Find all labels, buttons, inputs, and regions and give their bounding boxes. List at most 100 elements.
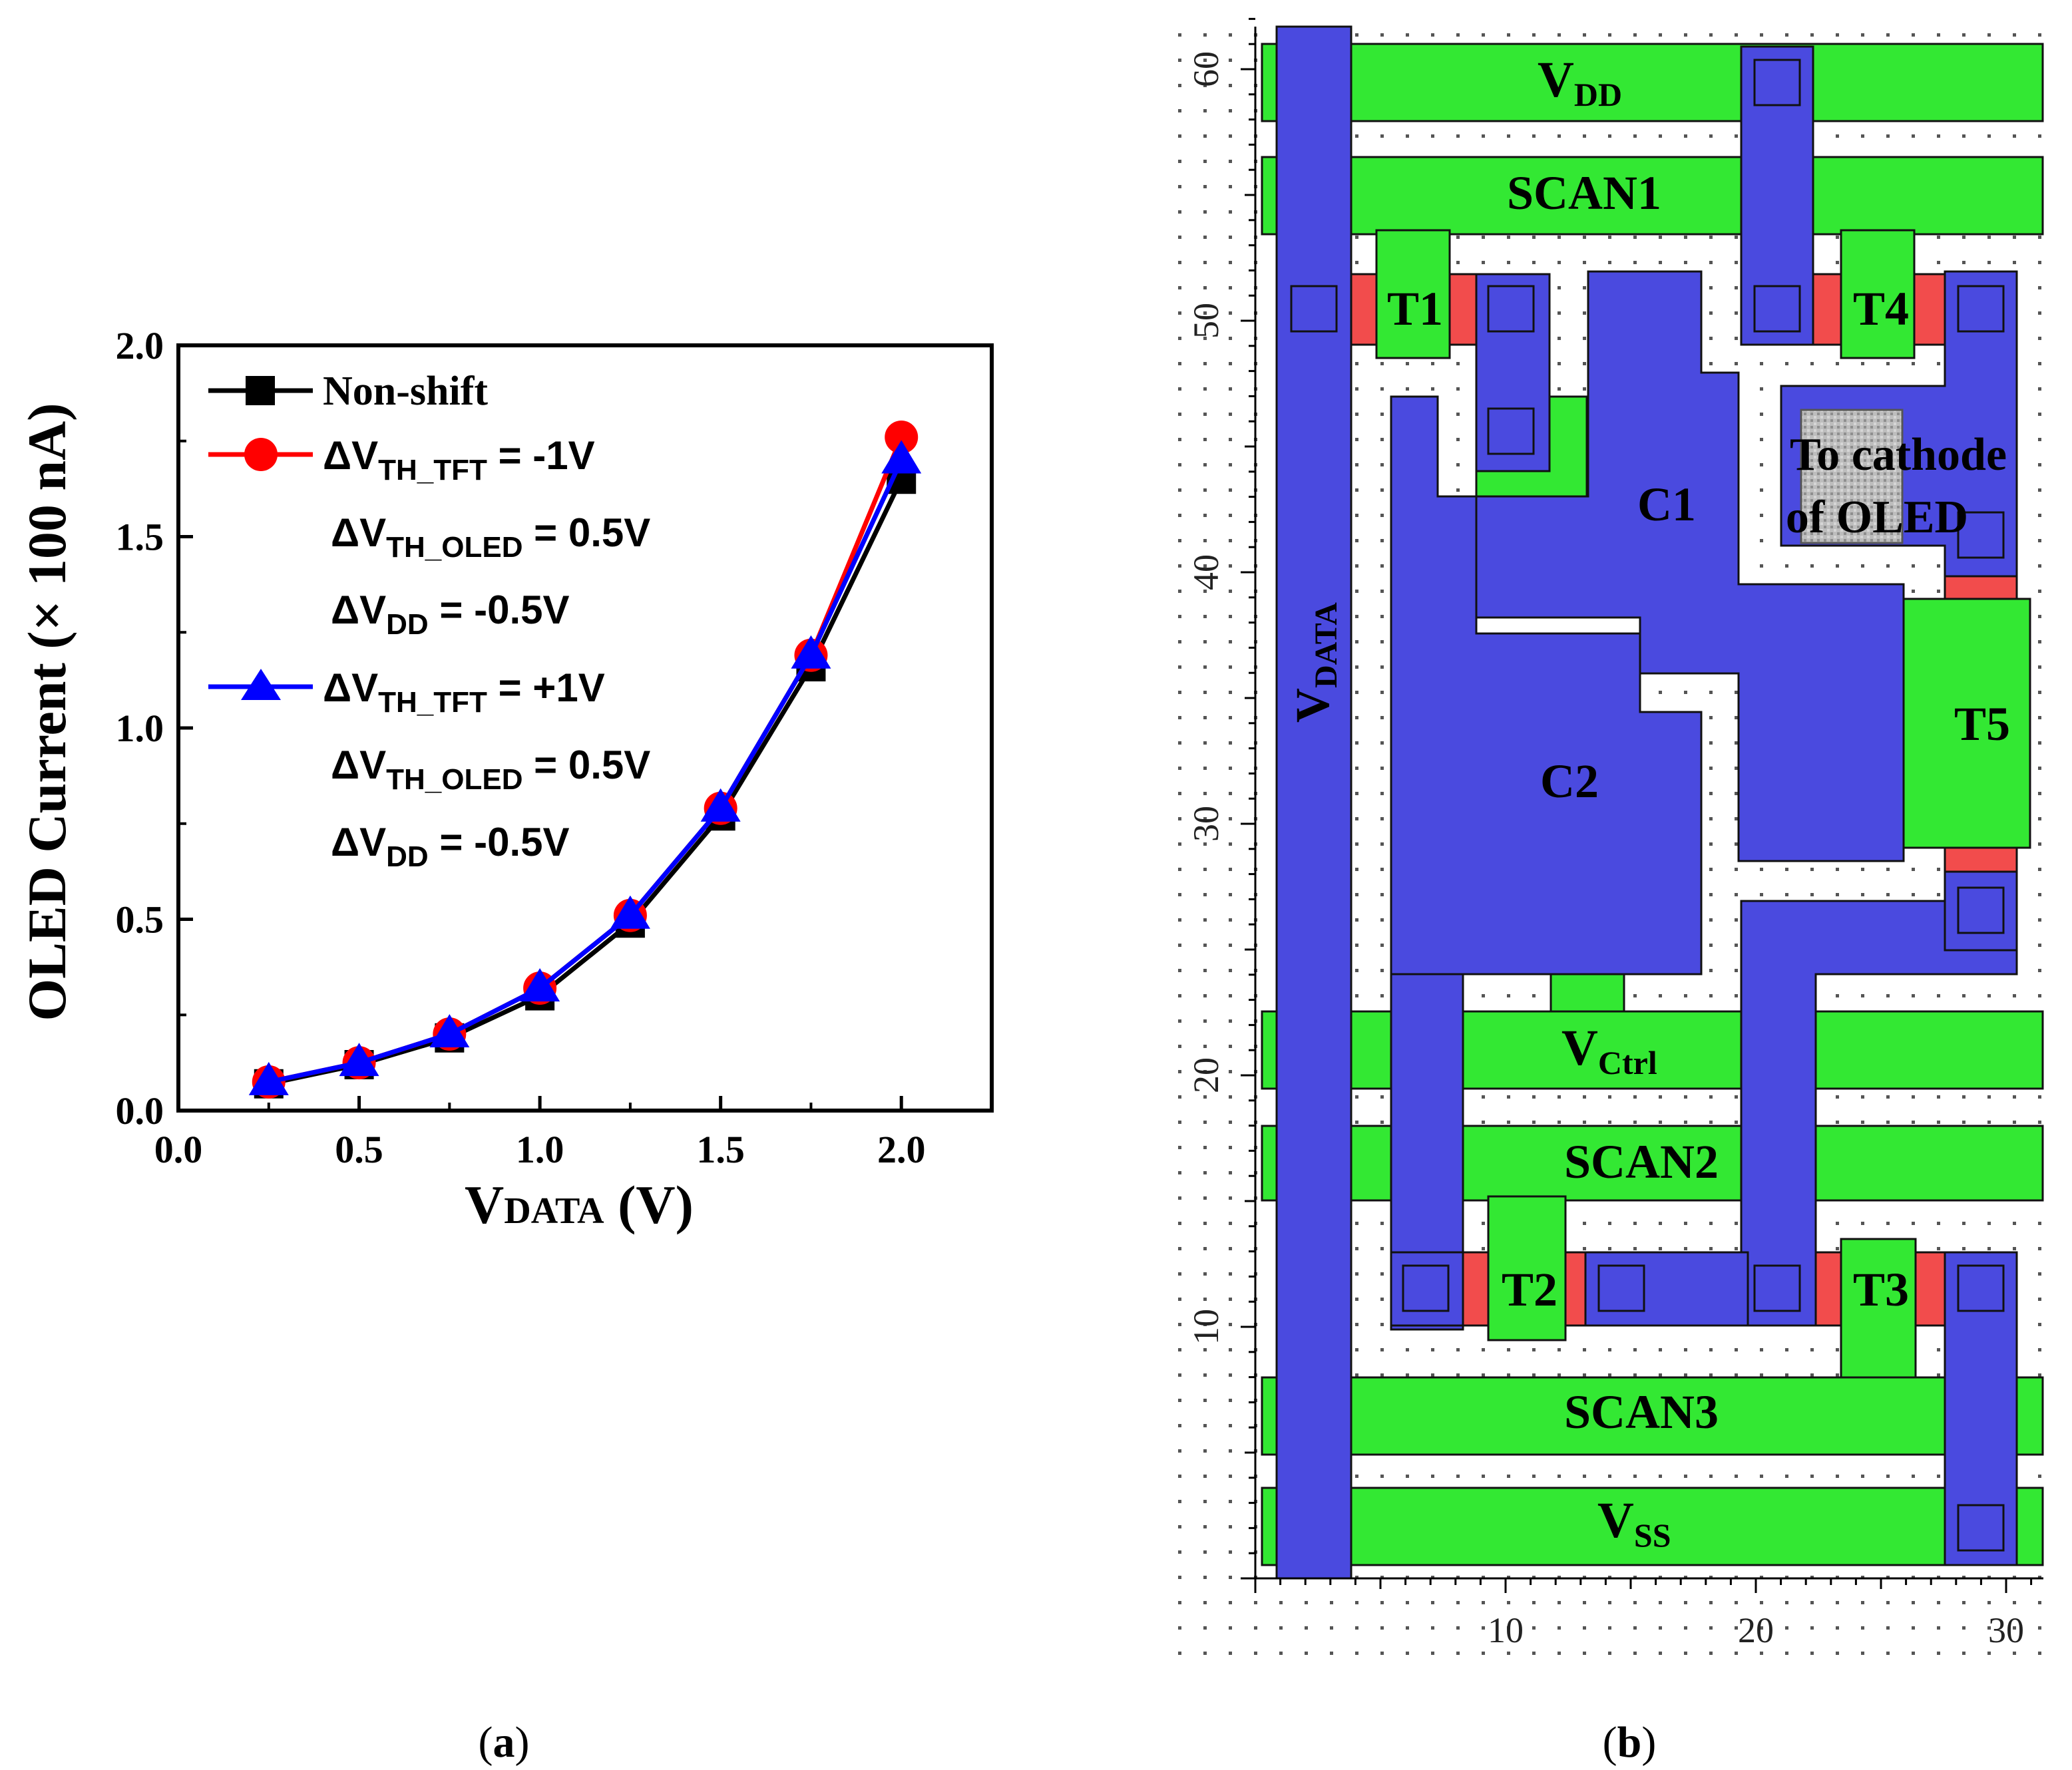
t2-channel-left bbox=[1462, 1251, 1490, 1327]
data-point-triangle bbox=[520, 968, 560, 1001]
contact-square bbox=[1487, 285, 1535, 333]
label-t5: T5 bbox=[1954, 697, 2010, 751]
layout-labels: VDD SCAN1 T1 T4 C1 To cathode of OLED T5… bbox=[1286, 52, 2010, 1554]
t1-channel-right bbox=[1448, 273, 1478, 346]
contact-square bbox=[1290, 285, 1338, 333]
label-t2: T2 bbox=[1502, 1263, 1557, 1316]
metal-layer bbox=[1275, 25, 2018, 1580]
label-vss: VSS bbox=[1597, 1493, 1671, 1554]
t1-gate bbox=[1375, 229, 1451, 359]
t2-gate bbox=[1487, 1195, 1567, 1341]
x-tick-label: 1.0 bbox=[516, 1128, 564, 1171]
c2-plate bbox=[1390, 395, 1703, 975]
layout-x-tick: 10 bbox=[1488, 1610, 1524, 1650]
x-tick-label: 0.5 bbox=[335, 1128, 383, 1171]
label-t3: T3 bbox=[1853, 1263, 1909, 1316]
scan3-rail bbox=[1261, 1376, 2044, 1456]
label-scan1: SCAN1 bbox=[1507, 166, 1661, 220]
t4-drain-metal bbox=[1740, 45, 1814, 346]
legend-label-oled-1: ΔVTH_OLED = 0.5V bbox=[331, 510, 650, 564]
x-tick-label: 2.0 bbox=[877, 1128, 926, 1171]
layout-x-tick: 30 bbox=[1988, 1610, 2024, 1650]
t3-channel-left bbox=[1814, 1251, 1842, 1327]
legend-triangle-marker bbox=[241, 669, 281, 700]
legend: Non-shift ΔVTH_TFT = -1V ΔVTH_OLED = 0.5… bbox=[208, 369, 650, 873]
layout-y-tick-labels: 10 20 30 40 50 60 bbox=[1186, 51, 1226, 1345]
caption-b: (b) bbox=[1603, 1718, 1657, 1767]
contact-square bbox=[1402, 1264, 1450, 1312]
legend-label-oled-2: ΔVTH_OLED = 0.5V bbox=[331, 743, 650, 796]
t5-gate bbox=[1902, 598, 2031, 849]
legend-square-marker bbox=[246, 376, 275, 405]
t5-channel-top bbox=[1944, 575, 2018, 600]
layout-y-tick: 10 bbox=[1186, 1309, 1226, 1345]
layout-x-tick-labels: 10 20 30 bbox=[1488, 1610, 2024, 1650]
contact-square bbox=[1597, 1264, 1645, 1312]
label-t4: T4 bbox=[1853, 282, 1909, 335]
t4-channel-left bbox=[1812, 273, 1842, 346]
data-point-triangle bbox=[248, 1061, 289, 1095]
series-layer bbox=[248, 421, 922, 1099]
vss-rail bbox=[1261, 1487, 2044, 1566]
vdata-line bbox=[1275, 25, 1352, 1580]
vss-metal bbox=[1944, 1251, 2018, 1566]
data-point-circle bbox=[885, 421, 919, 454]
layout-axes bbox=[1254, 27, 2043, 1580]
y-tick-label: 2.0 bbox=[116, 324, 164, 367]
y-tick-labels: 0.0 0.5 1.0 1.5 2.0 bbox=[116, 324, 164, 1133]
caption-a: (a) bbox=[479, 1718, 530, 1767]
layout-panel-b: 10 20 30 10 20 30 40 50 60 VDD SCAN1 T1 … bbox=[1171, 17, 2044, 1767]
legend-label-non-shift: Non-shift bbox=[323, 369, 488, 414]
label-c2: C2 bbox=[1540, 755, 1599, 808]
layout-y-tick: 20 bbox=[1186, 1057, 1226, 1093]
data-point-triangle bbox=[791, 635, 831, 669]
layout-y-tick: 30 bbox=[1186, 806, 1226, 842]
t4-gate bbox=[1840, 229, 1916, 359]
layout-x-tick: 20 bbox=[1738, 1610, 1774, 1650]
vctrl-stub bbox=[1550, 973, 1625, 1015]
contact-square bbox=[1753, 1264, 1801, 1312]
t1-channel-left bbox=[1350, 273, 1378, 346]
y-tick-label: 0.5 bbox=[116, 898, 164, 942]
data-point-triangle bbox=[881, 440, 922, 474]
y-axis-label: OLED Current (× 100 nA) bbox=[17, 403, 77, 1021]
t2-channel-right bbox=[1564, 1251, 1587, 1327]
label-cathode-2: of OLED bbox=[1786, 492, 1968, 543]
contact-square bbox=[1753, 285, 1801, 333]
contact-square bbox=[1957, 886, 2005, 934]
contacts bbox=[1290, 59, 2005, 1552]
t5-source-metal bbox=[1944, 870, 2018, 952]
vdd-rail bbox=[1261, 43, 2044, 122]
data-point-triangle bbox=[339, 1043, 379, 1077]
contact-square bbox=[1753, 59, 1801, 106]
series-line-tft-pos bbox=[268, 459, 904, 1085]
contact-square bbox=[1957, 511, 2005, 559]
legend-circle-marker bbox=[244, 438, 278, 471]
legend-label-vdd-2: ΔVDD = -0.5V bbox=[331, 820, 570, 873]
label-c1: C1 bbox=[1637, 478, 1696, 531]
legend-label-tft-neg: ΔVTH_TFT = -1V bbox=[323, 433, 595, 486]
oled-via bbox=[1800, 409, 1904, 544]
t3-channel-right bbox=[1914, 1251, 1946, 1327]
layout-ticks bbox=[1241, 17, 2033, 1593]
t4-channel-right bbox=[1913, 273, 1946, 346]
contact-square bbox=[1487, 407, 1535, 455]
data-point-triangle bbox=[610, 895, 650, 929]
data-point-triangle bbox=[429, 1014, 470, 1047]
y-tick-label: 1.0 bbox=[116, 707, 164, 750]
label-scan2: SCAN2 bbox=[1564, 1135, 1719, 1188]
data-point-triangle bbox=[700, 788, 741, 822]
label-scan3: SCAN3 bbox=[1564, 1385, 1719, 1439]
label-vctrl: VCtrl bbox=[1561, 1020, 1657, 1081]
y-tick-label: 1.5 bbox=[116, 516, 164, 559]
x-tick-labels: 0.0 0.5 1.0 1.5 2.0 bbox=[154, 1128, 926, 1171]
legend-label-vdd-1: ΔVDD = -0.5V bbox=[331, 588, 570, 641]
channel-layer bbox=[1350, 273, 2018, 1327]
contact-square bbox=[1957, 285, 2005, 333]
t2-right-pad bbox=[1584, 1251, 1749, 1327]
label-t1: T1 bbox=[1387, 282, 1443, 335]
t3-gate bbox=[1840, 1238, 1917, 1383]
t5-channel-bottom bbox=[1944, 846, 2018, 873]
legend-label-tft-pos: ΔVTH_TFT = +1V bbox=[323, 665, 605, 719]
y-tick-label: 0.0 bbox=[116, 1089, 164, 1133]
